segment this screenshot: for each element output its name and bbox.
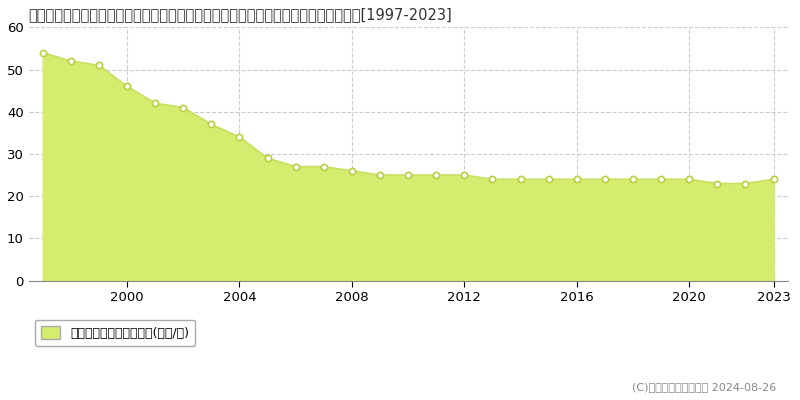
Legend: 基準地価格　平均坪単価(万円/坪): 基準地価格 平均坪単価(万円/坪) — [35, 320, 195, 346]
Text: (C)土地価格ドットコム 2024-08-26: (C)土地価格ドットコム 2024-08-26 — [632, 382, 776, 392]
Text: 東京都西多摩郡瑞穂町大字駒形富士山字稲荷林３８６番１８　基準地価格　地価推移[1997-2023]: 東京都西多摩郡瑞穂町大字駒形富士山字稲荷林３８６番１８ 基準地価格 地価推移[1… — [29, 7, 453, 22]
